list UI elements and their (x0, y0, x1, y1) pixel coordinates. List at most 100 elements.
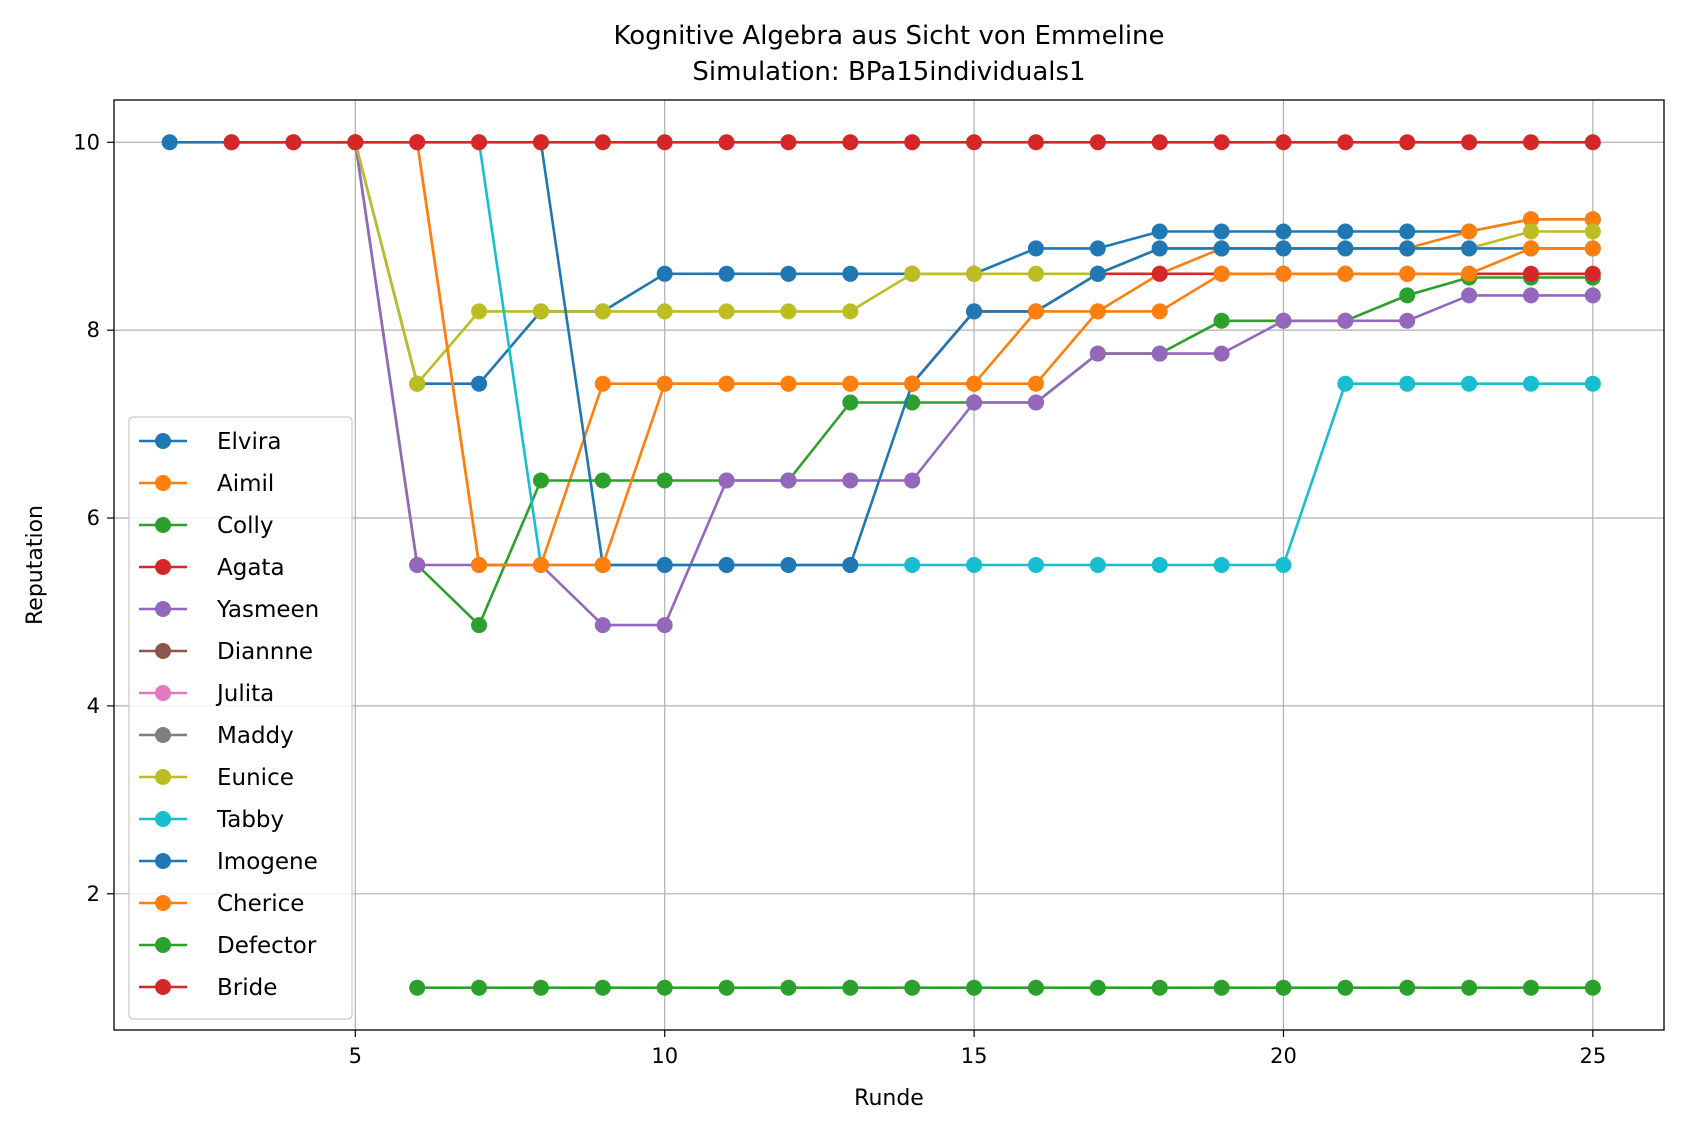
data-point (1584, 375, 1601, 392)
data-point (1089, 134, 1106, 151)
data-point (532, 134, 549, 151)
data-point (1399, 979, 1416, 996)
data-point (1399, 312, 1416, 329)
data-point (1027, 375, 1044, 392)
data-point (1522, 375, 1539, 392)
data-point (656, 134, 673, 151)
legend-marker (155, 643, 171, 659)
legend: Elvira Aimil Colly Agata Yasmeen Diannne Julit… (128, 416, 353, 1020)
legend-marker (155, 769, 171, 785)
legend-label: Diannne (217, 639, 313, 665)
data-point (966, 557, 983, 573)
legend-label: Bride (217, 975, 277, 1001)
data-point (1275, 557, 1292, 573)
y-tick-label: 4 (87, 694, 100, 718)
data-point (1275, 240, 1292, 257)
data-point (718, 303, 735, 320)
data-point (1089, 979, 1106, 996)
data-point (1399, 265, 1416, 282)
data-point (1213, 134, 1230, 151)
data-point (409, 979, 426, 996)
legend-entry: Cherice (139, 891, 304, 917)
data-point (1275, 979, 1292, 996)
data-point (780, 134, 797, 151)
data-point (780, 265, 797, 282)
data-point (904, 134, 921, 151)
legend-label: Tabby (216, 807, 284, 833)
legend-entry: Defector (139, 933, 317, 959)
data-point (532, 472, 549, 489)
data-point (532, 303, 549, 320)
data-point (285, 134, 302, 151)
data-point (904, 472, 921, 489)
legend-marker (155, 601, 171, 617)
series-line (415, 142, 1593, 567)
data-point (1275, 265, 1292, 282)
data-point (1399, 240, 1416, 257)
data-point (409, 375, 426, 392)
data-point (1151, 134, 1168, 151)
data-point (718, 979, 735, 996)
data-point (1461, 134, 1478, 151)
data-point (594, 375, 611, 392)
data-point (718, 557, 735, 573)
y-tick-label: 10 (73, 130, 100, 154)
data-point (1027, 265, 1044, 282)
legend-label: Agata (217, 555, 285, 581)
data-point (904, 557, 921, 573)
data-point (1151, 979, 1168, 996)
data-point (471, 375, 488, 392)
data-point (1337, 223, 1354, 240)
data-point (1027, 240, 1044, 257)
chart-subtitle: Simulation: BPa15individuals1 (692, 57, 1085, 87)
data-point (1027, 303, 1044, 320)
data-point (842, 134, 859, 151)
legend-entry: Colly (139, 513, 274, 539)
data-point (966, 303, 983, 320)
data-point (966, 394, 983, 411)
legend-entry: Elvira (139, 429, 281, 455)
data-point (532, 979, 549, 996)
x-tick-label: 5 (349, 1044, 362, 1068)
legend-label: Julita (215, 681, 274, 707)
data-point (1522, 979, 1539, 996)
data-point (594, 617, 611, 634)
data-point (1337, 134, 1354, 151)
data-point (594, 134, 611, 151)
series-defector (409, 979, 1601, 996)
legend-label: Elvira (217, 429, 281, 455)
data-point (904, 265, 921, 282)
legend-entry: Julita (139, 681, 274, 707)
data-point (966, 134, 983, 151)
data-point (780, 557, 797, 573)
legend-marker (155, 685, 171, 701)
data-point (471, 134, 488, 151)
data-point (1089, 557, 1106, 573)
data-point (842, 394, 859, 411)
legend-label: Yasmeen (216, 597, 319, 623)
legend-entry: Agata (139, 555, 285, 581)
legend-marker (155, 559, 171, 575)
data-point (1213, 345, 1230, 362)
data-point (471, 557, 488, 573)
chart-title: Kognitive Algebra aus Sicht von Emmeline (613, 21, 1164, 51)
axis-ticks: 5 10 15 20 25 2 4 6 8 10 (73, 130, 1606, 1068)
legend-label: Colly (217, 513, 274, 539)
data-point (1151, 223, 1168, 240)
data-point (1461, 240, 1478, 257)
series-cherice (409, 134, 1601, 573)
legend-entry: Bride (139, 975, 277, 1001)
data-point (718, 134, 735, 151)
legend-marker (155, 895, 171, 911)
data-point (780, 979, 797, 996)
data-point (1089, 265, 1106, 282)
series-line (539, 142, 1593, 567)
legend-label: Maddy (217, 723, 294, 749)
legend-entry: Aimil (139, 471, 274, 497)
data-point (1461, 979, 1478, 996)
data-point (1027, 979, 1044, 996)
data-point (1151, 303, 1168, 320)
data-point (842, 472, 859, 489)
data-point (1027, 394, 1044, 411)
legend-label: Cherice (217, 891, 304, 917)
